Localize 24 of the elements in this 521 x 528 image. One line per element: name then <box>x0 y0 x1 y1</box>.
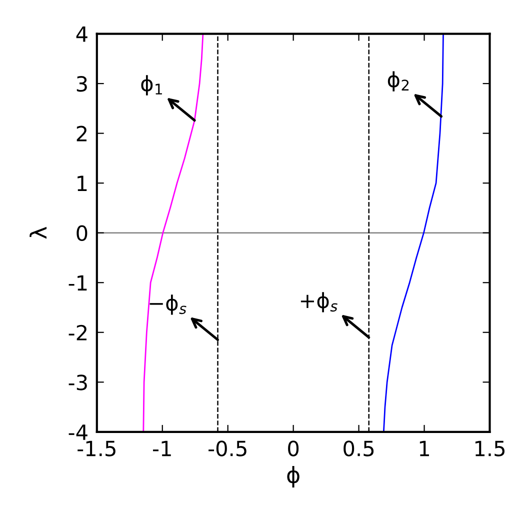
x-tick-label: 1.5 <box>475 440 504 456</box>
x-tick-label: -1 <box>153 440 171 456</box>
y-tick-label: 3 <box>76 76 87 92</box>
annotation: ϕ$_{2}$ <box>388 71 409 92</box>
y-tick-label: -2 <box>68 324 86 340</box>
annotation: +ϕ$_{s}$ <box>300 292 338 312</box>
y-tick-label: 1 <box>78 176 87 191</box>
line-series <box>142 34 204 432</box>
annotation: −ϕ$_{s}$ <box>150 294 186 315</box>
x-tick-label: -1.5 <box>78 440 116 456</box>
annotation: ϕ$_{1}$ <box>141 75 162 96</box>
y-tick-label: -4 <box>68 424 88 440</box>
x-axis-title: ϕ <box>287 466 300 488</box>
y-tick-label: 4 <box>76 26 88 42</box>
x-tick-label: 1 <box>420 440 429 456</box>
y-tick-label: -3 <box>68 374 87 390</box>
x-tick-label: 0.5 <box>344 440 374 456</box>
x-tick-label: -0.5 <box>208 440 246 456</box>
y-tick-label: -1 <box>68 275 87 291</box>
y-tick-label: 2 <box>76 126 86 142</box>
x-tick-label: 0 <box>288 440 299 456</box>
line-series <box>382 34 444 432</box>
y-tick-label: 0 <box>76 225 88 242</box>
y-axis-title: λ <box>30 226 47 239</box>
